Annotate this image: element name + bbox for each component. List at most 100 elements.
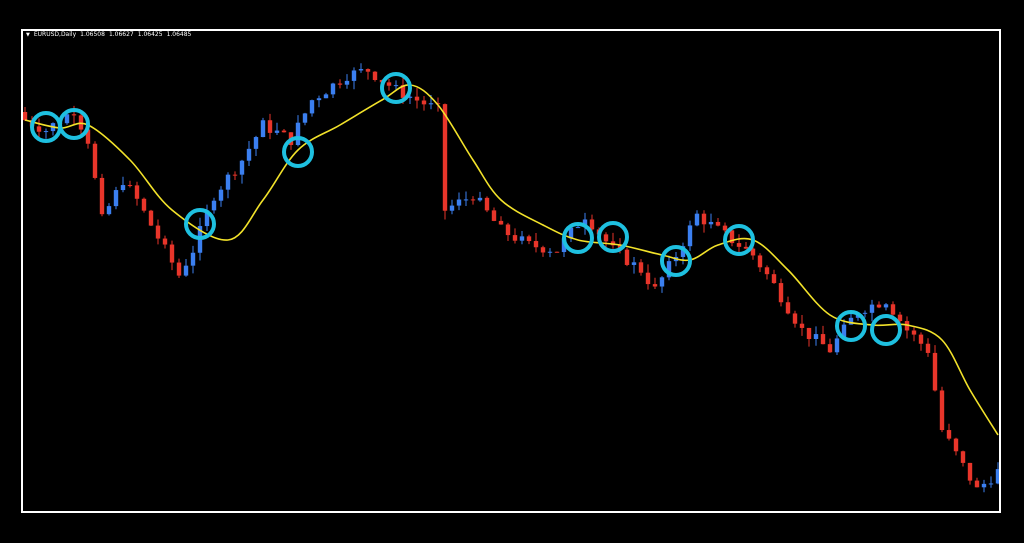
chart-frame bbox=[21, 29, 1001, 513]
bearish-candle bbox=[967, 462, 973, 481]
bearish-candle bbox=[281, 130, 287, 133]
highlight-circle bbox=[597, 221, 629, 253]
bearish-candle bbox=[792, 313, 798, 324]
bearish-candle bbox=[148, 210, 154, 226]
bearish-candle bbox=[918, 334, 924, 344]
bearish-candle bbox=[729, 230, 735, 244]
bullish-candle bbox=[106, 206, 112, 215]
bullish-candle bbox=[449, 205, 455, 211]
bullish-candle bbox=[309, 100, 315, 114]
bearish-candle bbox=[372, 71, 378, 81]
triangle-down-icon[interactable]: ▼ bbox=[26, 31, 30, 38]
bearish-candle bbox=[435, 103, 441, 105]
open-price: 1.06508 bbox=[80, 31, 105, 38]
bearish-candle bbox=[554, 251, 560, 253]
bearish-candle bbox=[771, 274, 777, 284]
close-price: 1.06485 bbox=[166, 31, 192, 38]
bullish-candle bbox=[547, 251, 553, 253]
chart-header: ▼ EURUSD,Daily 1.06508 1.06627 1.06425 1… bbox=[26, 31, 191, 38]
bearish-candle bbox=[22, 112, 28, 121]
bullish-candle bbox=[848, 317, 854, 325]
bearish-candle bbox=[820, 334, 826, 345]
bullish-candle bbox=[323, 94, 329, 99]
bearish-candle bbox=[400, 85, 406, 98]
bullish-candle bbox=[834, 338, 840, 353]
bearish-candle bbox=[470, 199, 476, 201]
bullish-candle bbox=[43, 131, 49, 133]
symbol-label: EURUSD,Daily bbox=[33, 31, 77, 38]
bullish-candle bbox=[204, 210, 210, 227]
bearish-candle bbox=[960, 451, 966, 463]
bearish-candle bbox=[526, 236, 532, 242]
bearish-candle bbox=[512, 235, 518, 241]
bearish-candle bbox=[624, 249, 630, 265]
bullish-candle bbox=[428, 103, 434, 105]
bearish-candle bbox=[533, 241, 539, 248]
bearish-candle bbox=[365, 69, 371, 72]
bearish-candle bbox=[778, 283, 784, 303]
bearish-candle bbox=[715, 221, 721, 226]
bullish-candle bbox=[575, 227, 581, 229]
highlight-circle bbox=[282, 136, 314, 168]
bullish-candle bbox=[631, 262, 637, 265]
bullish-candle bbox=[253, 137, 259, 149]
highlight-circle bbox=[562, 222, 594, 254]
bullish-candle bbox=[190, 252, 196, 266]
bearish-candle bbox=[785, 302, 791, 314]
bearish-candle bbox=[652, 284, 658, 287]
moving-average-line bbox=[24, 84, 999, 436]
highlight-circle bbox=[58, 108, 90, 140]
bearish-candle bbox=[764, 267, 770, 275]
bullish-candle bbox=[393, 85, 399, 87]
highlight-circles-layer bbox=[30, 72, 902, 346]
bullish-candle bbox=[225, 174, 231, 190]
bearish-candle bbox=[932, 352, 938, 391]
bearish-candle bbox=[71, 114, 77, 116]
bullish-candle bbox=[274, 130, 280, 133]
bullish-candle bbox=[708, 221, 714, 225]
bearish-candle bbox=[484, 197, 490, 211]
bullish-candle bbox=[120, 185, 126, 191]
bullish-candle bbox=[995, 469, 1001, 484]
bearish-candle bbox=[743, 246, 749, 249]
bearish-candle bbox=[232, 174, 238, 176]
highlight-circle bbox=[660, 245, 692, 277]
bearish-candle bbox=[267, 120, 273, 133]
bullish-candle bbox=[694, 213, 700, 226]
bearish-candle bbox=[925, 343, 931, 353]
high-price: 1.06627 bbox=[108, 31, 134, 38]
bullish-candle bbox=[246, 148, 252, 161]
bearish-candle bbox=[498, 220, 504, 225]
bearish-candle bbox=[337, 83, 343, 85]
bearish-candle bbox=[974, 480, 980, 488]
bearish-candle bbox=[141, 198, 147, 211]
bullish-candle bbox=[666, 261, 672, 278]
bearish-candle bbox=[638, 262, 644, 273]
bullish-candle bbox=[519, 236, 525, 241]
bullish-candle bbox=[218, 189, 224, 201]
bearish-candle bbox=[78, 115, 84, 130]
bearish-candle bbox=[946, 430, 952, 439]
bearish-candle bbox=[953, 438, 959, 452]
bearish-candle bbox=[491, 210, 497, 221]
bearish-candle bbox=[722, 225, 728, 231]
bearish-candle bbox=[890, 304, 896, 315]
bullish-candle bbox=[988, 483, 994, 485]
bearish-candle bbox=[414, 96, 420, 101]
highlight-circle bbox=[380, 72, 412, 104]
bearish-candle bbox=[134, 185, 140, 199]
bearish-candle bbox=[169, 244, 175, 263]
bullish-candle bbox=[358, 69, 364, 71]
bearish-candle bbox=[36, 126, 42, 132]
bearish-candle bbox=[92, 143, 98, 178]
bullish-candle bbox=[239, 160, 245, 175]
bearish-candle bbox=[162, 238, 168, 245]
highlight-circle bbox=[184, 208, 216, 240]
bullish-candle bbox=[344, 80, 350, 85]
bullish-candle bbox=[295, 122, 301, 146]
bearish-candle bbox=[939, 390, 945, 431]
bearish-candle bbox=[127, 185, 133, 187]
highlight-circle bbox=[835, 310, 867, 342]
